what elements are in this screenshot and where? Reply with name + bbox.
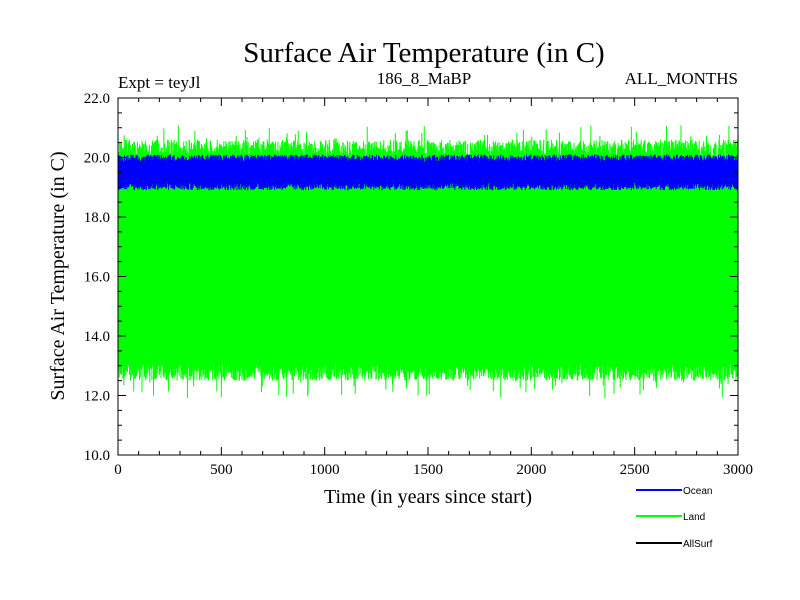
x-tick-label: 0 xyxy=(114,462,122,478)
legend-label-land: Land xyxy=(683,512,705,523)
plot-data xyxy=(117,125,739,398)
x-tick-label: 1500 xyxy=(413,462,443,478)
legend-label-allsurf: AllSurf xyxy=(683,539,713,550)
x-tick-label: 2500 xyxy=(620,462,650,478)
y-tick-label: 10.0 xyxy=(84,448,110,464)
y-tick-label: 12.0 xyxy=(84,389,110,405)
x-tick-label: 500 xyxy=(210,462,233,478)
x-tick-label: 3000 xyxy=(723,462,753,478)
x-tick-label: 2000 xyxy=(516,462,546,478)
x-tick-label: 1000 xyxy=(310,462,340,478)
experiment-label: Expt = teyJl xyxy=(118,73,201,92)
axis-tick-labels: 0 500 1000 1500 2000 2500 3000 10.0 12.0 14.0 16.0… xyxy=(84,91,753,478)
months-label: ALL_MONTHS xyxy=(625,69,738,88)
y-tick-label: 16.0 xyxy=(84,270,110,286)
axis-ticks xyxy=(117,97,739,456)
period-label: 186_8_MaBP xyxy=(377,69,471,88)
y-tick-label: 18.0 xyxy=(84,210,110,226)
legend-label-ocean: Ocean xyxy=(683,486,712,497)
y-tick-label: 20.0 xyxy=(84,151,110,167)
chart-title: Surface Air Temperature (in C) xyxy=(243,37,604,69)
legend: Ocean Land AllSurf xyxy=(636,486,713,550)
y-axis-label: Surface Air Temperature (in C) xyxy=(47,151,69,400)
ocean-series-line xyxy=(117,154,739,191)
x-axis-label: Time (in years since start) xyxy=(324,486,532,508)
y-tick-label: 22.0 xyxy=(84,91,110,107)
land-series-line xyxy=(117,125,739,398)
y-tick-label: 14.0 xyxy=(84,329,110,345)
